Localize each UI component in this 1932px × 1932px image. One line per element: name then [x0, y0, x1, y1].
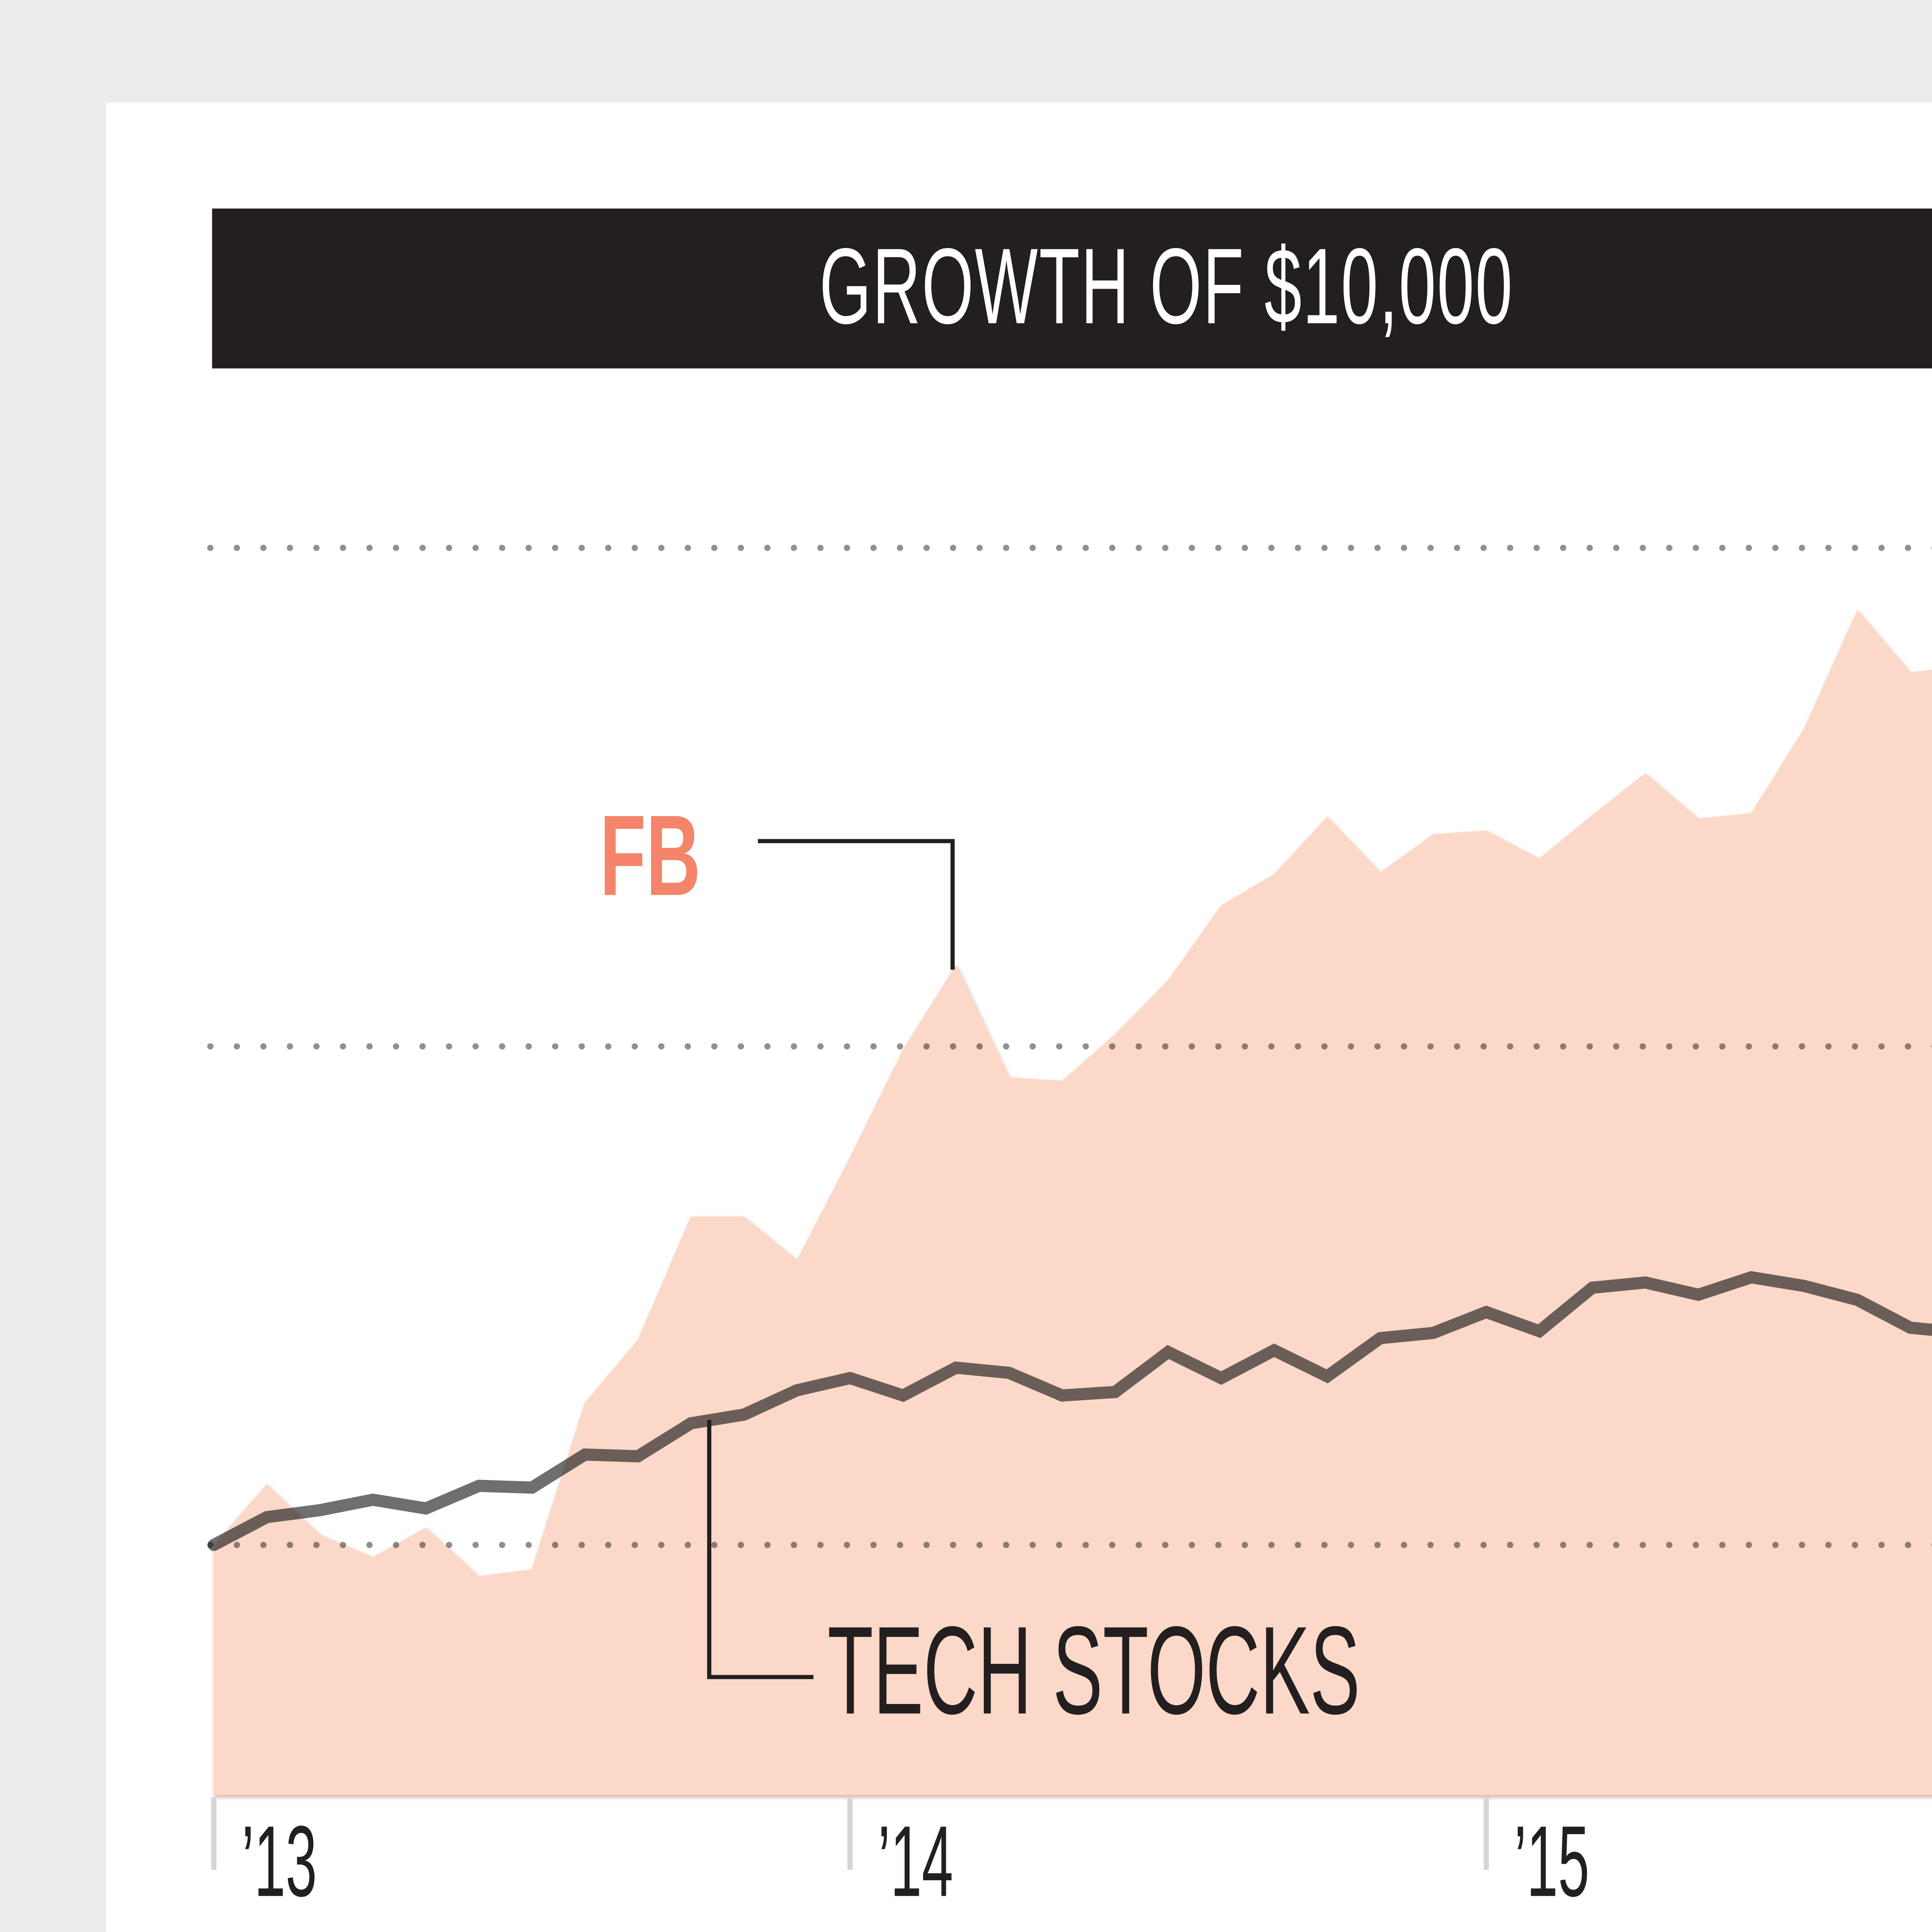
x-axis-label: ’14: [878, 1805, 953, 1917]
tech-line-layer: [207, 1271, 1932, 1551]
gridlines: [207, 544, 1932, 1548]
x-axis-label: ’13: [242, 1805, 317, 1917]
x-axis-label: ’15: [1514, 1805, 1589, 1917]
tech-label-connector: [707, 1420, 814, 1679]
fb-label: FB: [600, 791, 701, 920]
fb-area-layer: [214, 610, 1932, 1795]
annotations: FB TECH STOCKS: [600, 791, 1360, 1740]
fb-label-connector: [758, 839, 955, 970]
tech-label: TECH STOCKS: [827, 1600, 1360, 1740]
chart-title: GROWTH OF $10,000: [820, 228, 1515, 348]
tech-stocks-line: [207, 1271, 1932, 1551]
chart-title-bar: GROWTH OF $10,000: [212, 208, 1932, 369]
fb-area: [214, 610, 1932, 1795]
x-axis: ’13 ’14 ’15: [211, 1797, 1589, 1917]
